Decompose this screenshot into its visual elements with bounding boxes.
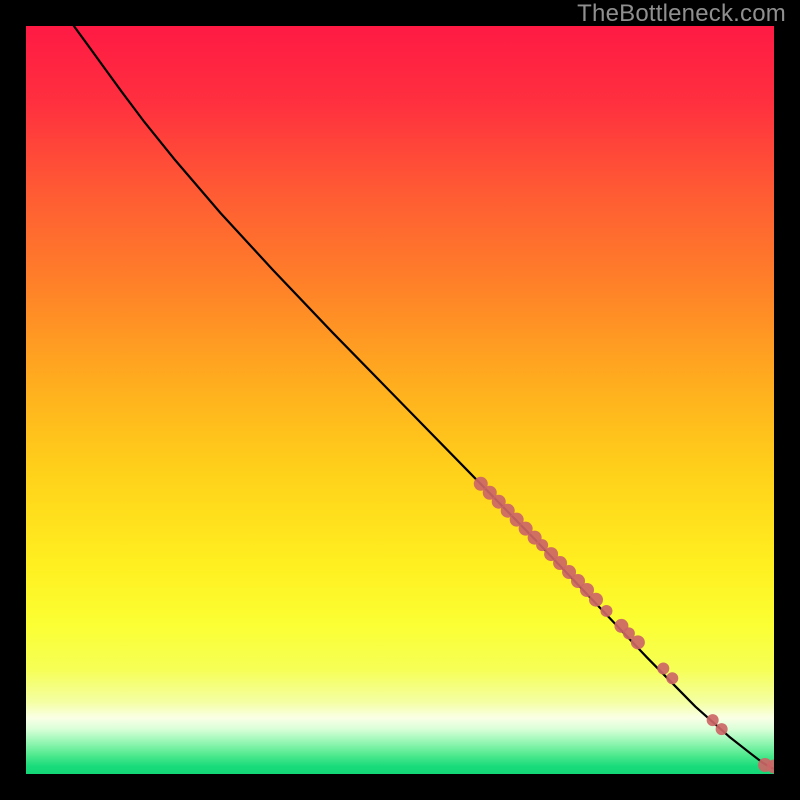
- scatter-point: [631, 635, 645, 649]
- scatter-point: [589, 593, 603, 607]
- scatter-point: [666, 672, 678, 684]
- watermark-text: TheBottleneck.com: [577, 0, 786, 28]
- stage: TheBottleneck.com: [0, 0, 800, 800]
- plot-area: [26, 26, 774, 774]
- scatter-point: [716, 723, 728, 735]
- plot-svg: [26, 26, 774, 774]
- scatter-point: [657, 663, 669, 675]
- scatter-point: [707, 714, 719, 726]
- scatter-point: [600, 605, 612, 617]
